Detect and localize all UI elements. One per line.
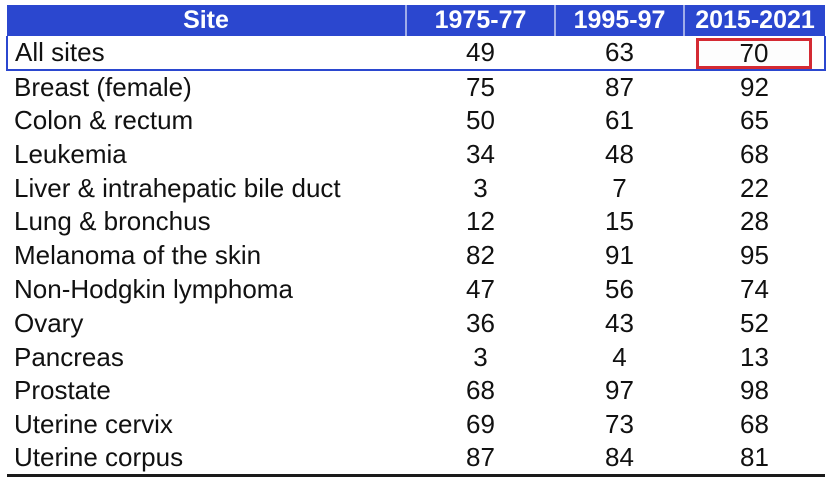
table-body: All sites 49 63 70 Breast (female) 75 87… — [6, 36, 826, 476]
value-cell: 61 — [605, 104, 634, 135]
column-header-1995-97: 1995-97 — [554, 5, 684, 36]
value-cell: 7 — [612, 172, 627, 203]
table-row: Liver & intrahepatic bile duct 3 7 22 — [7, 171, 825, 205]
site-cell: Prostate — [14, 375, 111, 406]
table-row: Breast (female) 75 87 92 — [7, 70, 825, 104]
value-cell: 43 — [605, 307, 634, 338]
site-cell: Uterine corpus — [14, 442, 184, 473]
table-header: Site 1975-77 1995-97 2015-2021 — [7, 5, 825, 36]
value-cell: 87 — [466, 442, 495, 473]
value-cell: 74 — [740, 273, 769, 304]
survival-rates-table: Site 1975-77 1995-97 2015-2021 All sites… — [6, 5, 826, 477]
table-row: Prostate 68 97 98 — [7, 374, 825, 408]
value-cell: 95 — [740, 240, 769, 271]
site-cell: Colon & rectum — [14, 104, 194, 135]
value-cell: 4 — [612, 341, 627, 372]
table-row: Non-Hodgkin lymphoma 47 56 74 — [7, 273, 825, 307]
value-cell: 87 — [605, 71, 634, 102]
value-cell: 13 — [740, 341, 769, 372]
value-cell: 68 — [740, 138, 769, 169]
value-cell: 34 — [466, 138, 495, 169]
column-header-1975-77: 1975-77 — [405, 5, 555, 36]
value-cell: 3 — [473, 341, 488, 372]
value-cell: 22 — [740, 172, 769, 203]
value-cell: 50 — [466, 104, 495, 135]
value-cell: 81 — [740, 442, 769, 473]
value-cell: 3 — [473, 172, 488, 203]
site-cell: All sites — [6, 36, 406, 71]
site-cell: Ovary — [14, 307, 84, 338]
value-cell: 56 — [605, 273, 634, 304]
value-cell: 36 — [466, 307, 495, 338]
value-cell: 84 — [605, 442, 634, 473]
value-cell: 82 — [466, 240, 495, 271]
site-cell: Uterine cervix — [14, 409, 173, 440]
value-cell: 28 — [740, 206, 769, 237]
column-header-site: Site — [7, 5, 406, 36]
table-row-all-sites: All sites 49 63 70 — [6, 36, 826, 71]
table-row: Uterine cervix 69 73 68 — [7, 408, 825, 442]
value-cell: 47 — [466, 273, 495, 304]
site-cell: Liver & intrahepatic bile duct — [14, 172, 341, 203]
value-cell: 69 — [466, 409, 495, 440]
survival-rates-table-container: Site 1975-77 1995-97 2015-2021 All sites… — [6, 5, 826, 477]
table-row: Pancreas 3 4 13 — [7, 340, 825, 374]
value-cell: 98 — [740, 375, 769, 406]
site-cell: Breast (female) — [14, 71, 192, 102]
value-cell: 70 — [684, 36, 826, 71]
header-row: Site 1975-77 1995-97 2015-2021 — [7, 5, 825, 36]
column-header-2015-2021: 2015-2021 — [683, 5, 825, 36]
value-cell: 65 — [740, 104, 769, 135]
value-cell: 75 — [466, 71, 495, 102]
table-row: Lung & bronchus 12 15 28 — [7, 205, 825, 239]
value-cell: 68 — [740, 409, 769, 440]
table-row: Melanoma of the skin 82 91 95 — [7, 239, 825, 273]
value-cell: 92 — [740, 71, 769, 102]
table-row: Uterine corpus 87 84 81 — [7, 442, 825, 476]
site-cell: Lung & bronchus — [14, 206, 211, 237]
value-cell: 49 — [406, 36, 555, 71]
site-cell: Non-Hodgkin lymphoma — [14, 273, 293, 304]
site-cell: Leukemia — [14, 138, 127, 169]
table-row: Ovary 36 43 52 — [7, 306, 825, 340]
value-cell: 52 — [740, 307, 769, 338]
value-cell: 91 — [605, 240, 634, 271]
site-cell: Melanoma of the skin — [14, 240, 262, 271]
table-row: Colon & rectum 50 61 65 — [7, 104, 825, 138]
highlight-box: 70 — [696, 37, 812, 69]
site-cell: Pancreas — [14, 341, 124, 372]
value-cell: 15 — [605, 206, 634, 237]
value-cell: 48 — [605, 138, 634, 169]
value-cell: 12 — [466, 206, 495, 237]
value-cell: 68 — [466, 375, 495, 406]
table-row: Leukemia 34 48 68 — [7, 137, 825, 171]
value-cell: 73 — [605, 409, 634, 440]
value-cell: 97 — [605, 375, 634, 406]
value-cell: 63 — [555, 36, 684, 71]
